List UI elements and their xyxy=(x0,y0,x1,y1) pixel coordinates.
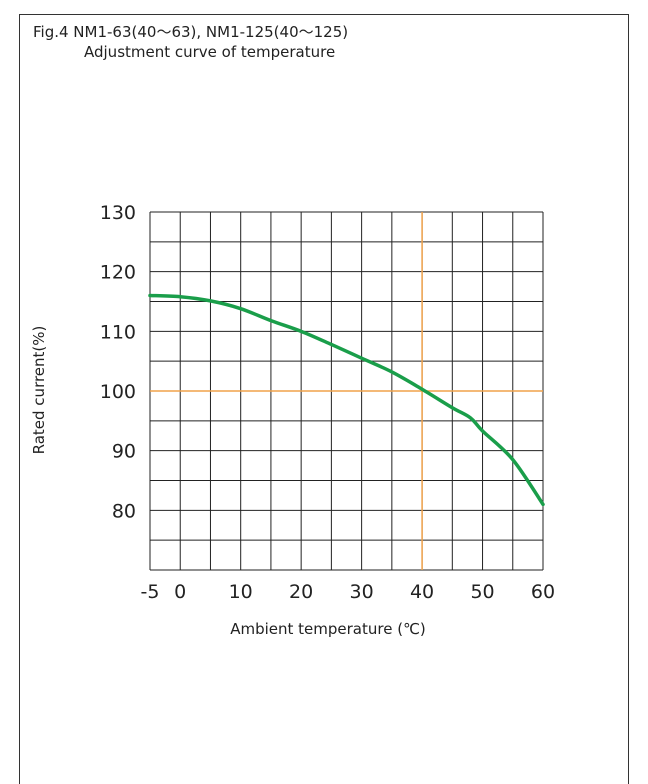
y-axis-label: Rated current(%) xyxy=(30,326,48,455)
x-tick-label: 0 xyxy=(174,581,186,603)
x-tick-label: 60 xyxy=(531,581,555,603)
x-tick-label: 10 xyxy=(229,581,253,603)
x-axis-label: Ambient temperature (℃) xyxy=(230,620,426,638)
x-tick-label: 50 xyxy=(470,581,494,603)
x-tick-label: 30 xyxy=(350,581,374,603)
y-tick-label: 100 xyxy=(100,381,136,403)
reference-lines xyxy=(150,212,543,570)
x-tick-label: -5 xyxy=(141,581,160,603)
y-tick-label: 90 xyxy=(112,441,136,463)
y-tick-label: 80 xyxy=(112,500,136,522)
series-layer xyxy=(150,296,543,505)
y-tick-label: 120 xyxy=(100,262,136,284)
x-tick-label: 40 xyxy=(410,581,434,603)
x-tick-label: 20 xyxy=(289,581,313,603)
y-tick-label: 130 xyxy=(100,202,136,224)
y-tick-label: 110 xyxy=(100,321,136,343)
series-line xyxy=(150,296,543,505)
tick-labels: -5 0 10 20 30 40 50 60 130 120 110 100 90 80 xyxy=(100,202,555,603)
